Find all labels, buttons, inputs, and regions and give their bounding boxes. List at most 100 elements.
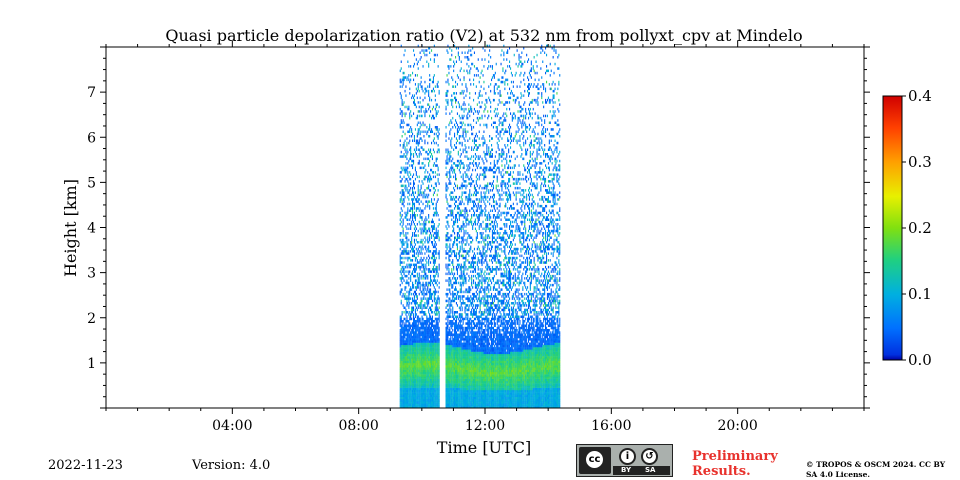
heatmap-cell bbox=[428, 254, 430, 258]
heatmap-cell bbox=[407, 380, 409, 384]
heatmap-cell bbox=[401, 241, 403, 244]
heatmap-cell bbox=[455, 405, 457, 409]
heatmap-cell bbox=[415, 335, 417, 339]
heatmap-cell bbox=[437, 378, 439, 382]
heatmap-cell bbox=[429, 150, 431, 154]
heatmap-cell bbox=[400, 317, 402, 321]
heatmap-cell bbox=[414, 168, 416, 172]
heatmap-cell bbox=[413, 376, 415, 379]
heatmap-cell bbox=[428, 128, 430, 131]
heatmap-cell bbox=[402, 270, 404, 273]
heatmap-cell bbox=[438, 148, 440, 151]
heatmap-cell bbox=[453, 60, 455, 63]
heatmap-cell bbox=[464, 214, 466, 217]
heatmap-cell bbox=[403, 374, 405, 377]
heatmap-cell bbox=[413, 358, 415, 361]
heatmap-cell bbox=[447, 51, 449, 54]
heatmap-cell bbox=[413, 232, 415, 235]
heatmap-cell bbox=[405, 281, 407, 285]
heatmap-cell bbox=[454, 362, 456, 366]
heatmap-cell bbox=[446, 288, 448, 291]
heatmap-cell bbox=[402, 304, 404, 307]
heatmap-cell bbox=[410, 367, 412, 370]
heatmap-cell bbox=[420, 392, 422, 395]
heatmap-cell bbox=[466, 209, 468, 212]
heatmap-cell bbox=[409, 329, 411, 332]
heatmap-cell bbox=[416, 378, 418, 382]
heatmap-cell bbox=[399, 211, 401, 215]
heatmap-cell bbox=[425, 232, 427, 235]
heatmap-cell bbox=[404, 394, 406, 397]
heatmap-cell bbox=[463, 387, 465, 391]
heatmap-cell bbox=[470, 53, 472, 57]
heatmap-cell bbox=[462, 405, 464, 409]
heatmap-cell bbox=[418, 374, 420, 377]
heatmap-cell bbox=[415, 116, 417, 120]
heatmap-cell bbox=[465, 403, 467, 406]
heatmap-cell bbox=[404, 155, 406, 158]
heatmap-cell bbox=[464, 403, 466, 406]
heatmap-cell bbox=[446, 295, 448, 298]
heatmap-cell bbox=[438, 378, 440, 382]
heatmap-cell bbox=[420, 396, 422, 400]
heatmap-cell bbox=[447, 362, 449, 366]
heatmap-cell bbox=[451, 353, 453, 357]
heatmap-cell bbox=[416, 389, 418, 393]
heatmap-cell bbox=[414, 214, 416, 217]
heatmap-cell bbox=[422, 383, 424, 386]
heatmap-cell bbox=[450, 369, 452, 373]
heatmap-cell bbox=[409, 326, 411, 330]
heatmap-cell bbox=[412, 324, 414, 327]
heatmap-cell bbox=[470, 378, 472, 382]
heatmap-cell bbox=[425, 195, 427, 199]
heatmap-cell bbox=[446, 243, 448, 246]
heatmap-cell bbox=[416, 338, 418, 341]
heatmap-cell bbox=[463, 356, 465, 359]
heatmap-cell bbox=[404, 148, 406, 151]
heatmap-cell bbox=[446, 173, 448, 176]
heatmap-cell bbox=[466, 360, 468, 364]
heatmap-cell bbox=[465, 369, 467, 373]
heatmap-cell bbox=[455, 338, 457, 341]
heatmap-cell bbox=[455, 101, 457, 104]
heatmap-cell bbox=[406, 157, 408, 161]
heatmap-cell bbox=[471, 263, 473, 267]
heatmap-cell bbox=[461, 135, 463, 138]
heatmap-cell bbox=[429, 324, 431, 327]
heatmap-cell bbox=[399, 223, 401, 226]
heatmap-cell bbox=[456, 387, 458, 391]
heatmap-cell bbox=[456, 358, 458, 361]
heatmap-cell bbox=[410, 333, 412, 336]
heatmap-cell bbox=[418, 340, 420, 343]
heatmap-cell bbox=[460, 333, 462, 336]
heatmap-cell bbox=[453, 389, 455, 393]
heatmap-cell bbox=[465, 322, 467, 325]
heatmap-cell bbox=[431, 371, 433, 375]
heatmap-cell bbox=[424, 218, 426, 221]
heatmap-cell bbox=[403, 340, 405, 343]
heatmap-cell bbox=[426, 193, 428, 197]
heatmap-cell bbox=[400, 166, 402, 170]
heatmap-cell bbox=[454, 220, 456, 224]
heatmap-cell bbox=[433, 394, 435, 397]
heatmap-cell bbox=[455, 394, 457, 397]
heatmap-cell bbox=[468, 110, 470, 113]
heatmap-cell bbox=[433, 186, 435, 190]
heatmap-cell bbox=[458, 195, 460, 199]
heatmap-cell bbox=[399, 315, 401, 318]
heatmap-cell bbox=[400, 383, 402, 386]
heatmap-cell bbox=[469, 247, 471, 251]
heatmap-cell bbox=[464, 56, 466, 59]
heatmap-cell bbox=[402, 356, 404, 359]
heatmap-cell bbox=[434, 317, 436, 321]
heatmap-cell bbox=[462, 103, 464, 106]
heatmap-cell bbox=[399, 362, 401, 366]
heatmap-cell bbox=[465, 344, 467, 348]
heatmap-cell bbox=[427, 286, 429, 289]
heatmap-cell bbox=[416, 297, 418, 300]
heatmap-cell bbox=[471, 358, 473, 361]
heatmap-cell bbox=[433, 250, 435, 253]
heatmap-cell bbox=[421, 326, 423, 330]
heatmap-cell bbox=[413, 186, 415, 190]
heatmap-cell bbox=[449, 182, 451, 185]
